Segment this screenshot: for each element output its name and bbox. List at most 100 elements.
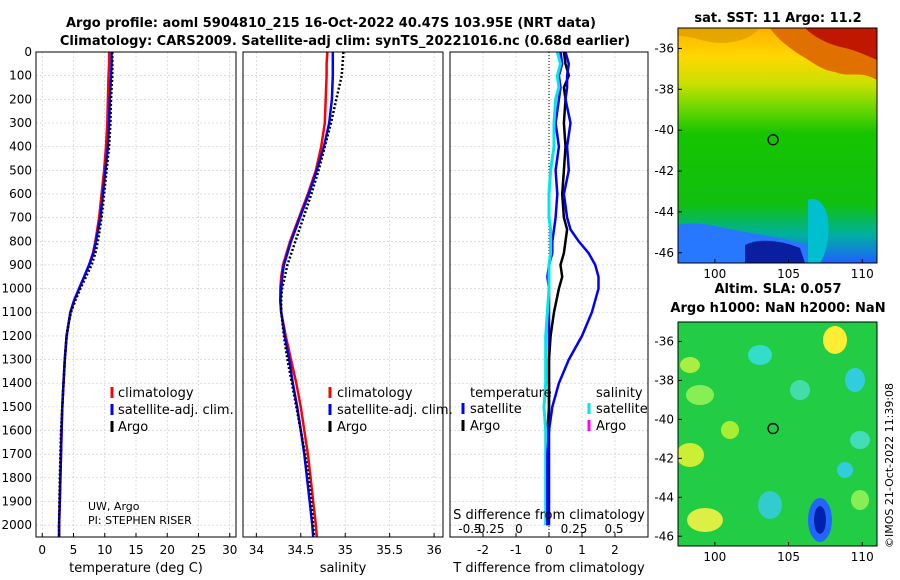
sla-map-title-line1: Altim. SLA: 0.057 [715, 282, 842, 297]
map-y-tick-label: -46 [654, 246, 674, 260]
x-tick-label: 1 [578, 543, 586, 557]
sla-map-title-line2: Argo h1000: NaN h2000: NaN [670, 301, 885, 316]
y-tick-label: 600 [9, 187, 32, 201]
salinity-legend: climatology satellite-adj. clim. Argo [328, 386, 453, 435]
sla-blob [721, 421, 739, 439]
map-y-tick-label: -42 [654, 164, 674, 178]
legend-climatology-s: climatology [337, 386, 413, 401]
map-y-tick-label: -46 [654, 529, 674, 543]
legend-temperature: temperature [470, 386, 552, 401]
sst-warm-patch [678, 28, 760, 43]
x-tick-label: 34.5 [287, 543, 314, 557]
series-line-argo [57, 52, 114, 537]
legend-sal-argo: Argo [596, 419, 626, 434]
map-y-tick-label: -36 [654, 41, 674, 55]
x-tick-label: 36 [426, 543, 441, 557]
sst-hot-region [805, 28, 877, 60]
legend-satellite: satellite-adj. clim. [118, 403, 234, 418]
legend-salinity: salinity [596, 386, 643, 401]
map-y-tick-label: -38 [654, 82, 674, 96]
y-tick-label: 100 [9, 69, 32, 83]
temperature-panel: 0 5 10 15 20 25 30 temperature (deg C) 0 100 200 30… [1, 45, 237, 576]
y-tick-label: 1300 [1, 353, 32, 367]
x-tick-label: 20 [160, 543, 175, 557]
top-x-axis-label: S difference from climatology [453, 508, 645, 523]
sla-map: Altim. SLA: 0.057 Argo h1000: NaN h2000:… [654, 282, 885, 564]
legend-argo-s: Argo [337, 420, 367, 435]
x-tick-label: 35.5 [376, 543, 403, 557]
map-x-tick-label: 105 [777, 550, 800, 564]
series-line-argo [279, 51, 345, 538]
x-tick-label: 2 [611, 543, 619, 557]
y-tick-label: 500 [9, 163, 32, 177]
s-tick-label: 0 [515, 522, 523, 536]
sla-blob [837, 462, 853, 478]
y-tick-label: 900 [9, 258, 32, 272]
sst-map-title: sat. SST: 11 Argo: 11.2 [694, 11, 861, 26]
y-tick-label: 200 [9, 92, 32, 106]
y-tick-label: 400 [9, 140, 32, 154]
sla-blob [748, 345, 772, 365]
sla-blob [814, 506, 826, 534]
legend-temp-argo: Argo [470, 419, 500, 434]
legend-argo: Argo [118, 420, 148, 435]
sla-blob [790, 380, 810, 400]
credit-line1: UW, Argo [88, 500, 140, 513]
argo-position-marker [767, 422, 779, 435]
credit-line2: PI: STEPHEN RISER [88, 514, 192, 527]
series-line-satellite-adj-clim- [57, 52, 113, 537]
legend-sal-satellite: satellite [596, 402, 648, 417]
y-tick-label: 300 [9, 116, 32, 130]
map-x-tick-label: 110 [851, 550, 874, 564]
y-tick-label: 800 [9, 234, 32, 248]
plot-frame [242, 51, 444, 538]
argo-position-marker [767, 134, 779, 146]
y-tick-label: 1100 [1, 305, 32, 319]
x-tick-label: -1 [510, 543, 522, 557]
y-tick-label: 1800 [1, 471, 32, 485]
y-tick-label: 1200 [1, 329, 32, 343]
s-tick-label: 0.25 [561, 522, 588, 536]
map-x-tick-label: 110 [851, 267, 874, 281]
sst-map: sat. SST: 11 Argo: 11.2 100 105 110 -36 -38 -… [654, 11, 878, 281]
sst-map-axes: 100 105 110 -36 -38 -40 -42 -44 -46 [654, 41, 873, 281]
sla-map-axes: 100 105 110 -36 -38 -40 -42 -44 -46 [654, 334, 873, 564]
x-tick-label: 10 [97, 543, 112, 557]
map-y-tick-label: -40 [654, 123, 674, 137]
map-y-tick-label: -44 [654, 205, 674, 219]
map-y-tick-label: -40 [654, 412, 674, 426]
sst-cyan-tongue [808, 199, 829, 263]
x-axis-label: salinity [320, 561, 367, 576]
sst-map-frame [677, 27, 878, 264]
sla-blob [686, 385, 714, 405]
x-tick-label: 5 [70, 543, 78, 557]
y-tick-label: 1500 [1, 400, 32, 414]
x-tick-label: 0 [545, 543, 553, 557]
legend-temp-satellite: satellite [470, 402, 522, 417]
y-tick-label: 1400 [1, 376, 32, 390]
sst-coldest-region [745, 240, 805, 263]
figure-title-line2: Climatology: CARS2009. Satellite-adj cli… [60, 34, 630, 49]
x-tick-label: 35 [338, 543, 353, 557]
map-y-tick-label: -44 [654, 490, 674, 504]
series-line-climatology [57, 52, 111, 537]
sla-blob [680, 357, 700, 373]
legend-satellite-s: satellite-adj. clim. [337, 403, 453, 418]
x-tick-label: 15 [128, 543, 143, 557]
series-line-climatology [279, 51, 329, 538]
s-tick-label: -0.25 [473, 522, 504, 536]
s-tick-label: -0.5 [458, 522, 481, 536]
sla-blob [678, 443, 704, 467]
y-tick-label: 2000 [1, 518, 32, 532]
difference-legend: temperature salinity satellite Argo sate… [461, 386, 648, 434]
x-axis-label: T difference from climatology [452, 561, 645, 576]
map-y-tick-label: -36 [654, 334, 674, 348]
map-y-tick-label: -38 [654, 373, 674, 387]
y-tick-label: 1700 [1, 447, 32, 461]
sla-map-frame [677, 321, 878, 547]
timestamp-label: ©IMOS 21-Oct-2022 11:39:08 [883, 383, 896, 548]
y-tick-label: 0 [24, 45, 32, 59]
x-tick-label: 0 [38, 543, 46, 557]
y-tick-label: 1900 [1, 495, 32, 509]
